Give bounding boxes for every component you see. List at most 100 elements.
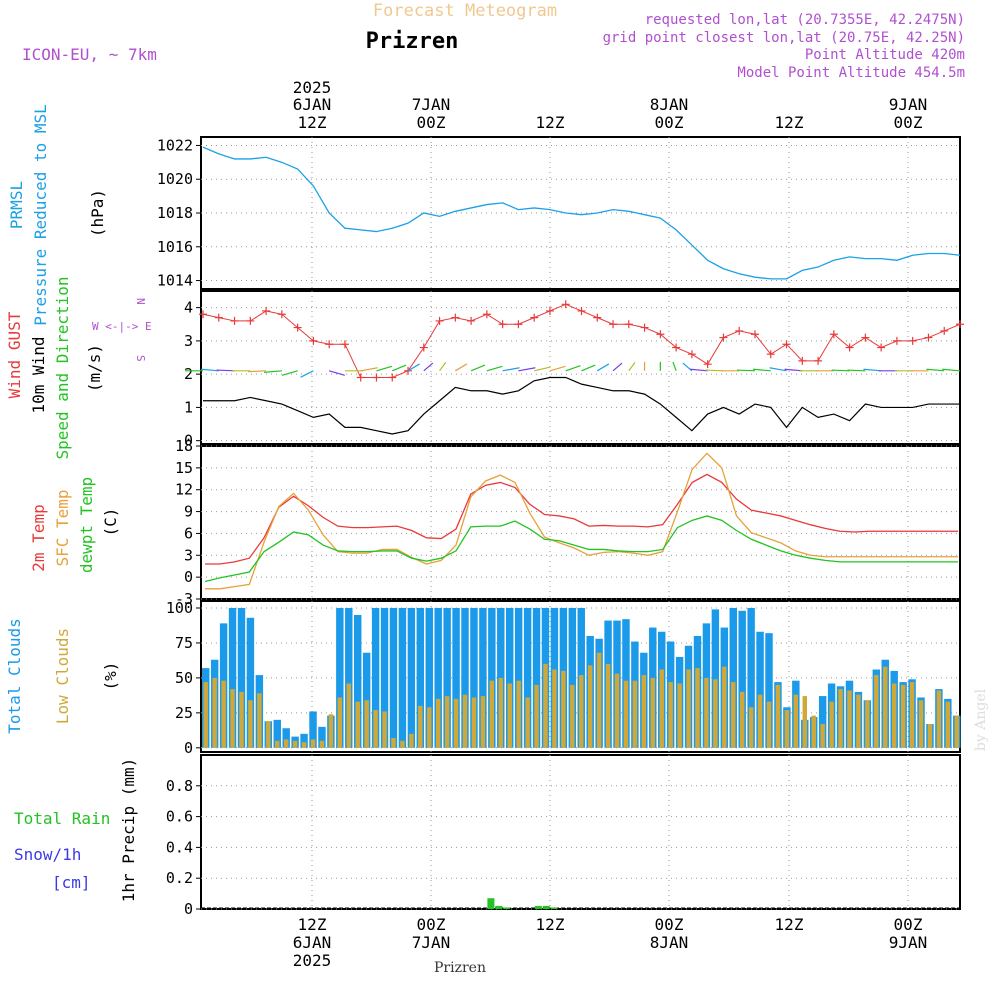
wind-arrow bbox=[248, 370, 267, 373]
low-cloud-bar bbox=[328, 714, 334, 748]
total-cloud-bar bbox=[273, 719, 281, 748]
gust-marker bbox=[814, 356, 823, 365]
low-cloud-bar bbox=[579, 675, 584, 748]
label-ms: (m/s) bbox=[85, 344, 104, 392]
panel-frame bbox=[200, 445, 961, 600]
gust-marker bbox=[199, 310, 207, 319]
bottom-time-label: 12Z bbox=[536, 915, 565, 934]
panel-5: 0 0.2 0.4 0.6 0.8 bbox=[166, 754, 961, 918]
y-tick-label: 6 bbox=[184, 524, 193, 542]
wind-arrow bbox=[689, 368, 708, 372]
bottom-time-text: 9JAN bbox=[889, 933, 928, 952]
wind-arrow bbox=[926, 368, 945, 372]
wind-arrow bbox=[769, 367, 787, 372]
wind-arrow bbox=[360, 367, 378, 372]
gust-marker bbox=[545, 306, 554, 315]
wind-arrow bbox=[596, 363, 610, 372]
low-cloud-bar bbox=[722, 666, 727, 748]
top-time-text: 12Z bbox=[775, 113, 804, 132]
top-time-text: 00Z bbox=[417, 113, 446, 132]
gust-marker bbox=[624, 320, 633, 329]
rain-bar bbox=[487, 898, 495, 909]
compass-south: S bbox=[134, 355, 147, 362]
y-tick-label: 1014 bbox=[157, 272, 193, 290]
y-tick-label: 25 bbox=[175, 704, 193, 722]
gust-marker bbox=[924, 333, 933, 342]
low-cloud-bar bbox=[900, 684, 906, 748]
y-tick-label: 0 bbox=[184, 432, 193, 450]
gridpoint-coords: grid point closest lon,lat (20.75E, 42.2… bbox=[603, 30, 965, 46]
wind-arrow bbox=[565, 365, 581, 372]
gust-marker bbox=[672, 343, 681, 352]
wind-arrow bbox=[281, 370, 298, 376]
panel-3: -3 0 3 6 9 12 15 18 bbox=[175, 437, 961, 608]
label-speed-direction: Speed and Direction bbox=[53, 276, 72, 459]
y-tick-label: 0 bbox=[184, 568, 193, 586]
bottom-time-text: 00Z bbox=[417, 915, 446, 934]
wind-arrow bbox=[300, 370, 314, 378]
total-cloud-bar bbox=[729, 607, 737, 748]
low-cloud-bar bbox=[918, 700, 924, 748]
wind-arrow bbox=[502, 367, 520, 372]
gust-marker bbox=[388, 373, 397, 382]
top-time-text: 12Z bbox=[298, 113, 327, 132]
panel-4: 0 25 50 75 100 bbox=[166, 599, 961, 757]
total-cloud-bar bbox=[380, 607, 389, 748]
gust-marker bbox=[577, 306, 586, 315]
wind-arrow bbox=[518, 367, 536, 372]
low-cloud-bar bbox=[552, 669, 557, 748]
gust-marker bbox=[530, 313, 539, 322]
wind-arrow bbox=[672, 361, 677, 372]
temp-line-2 bbox=[204, 515, 958, 583]
bottom-time-text: 12Z bbox=[536, 915, 565, 934]
label-pressure-reduced: Pressure Reduced to MSL bbox=[31, 104, 50, 326]
gust-marker bbox=[750, 330, 759, 339]
location-title: Prizren bbox=[366, 29, 459, 54]
wind-arrow bbox=[737, 369, 756, 372]
low-cloud-bar bbox=[891, 683, 897, 748]
low-cloud-bar bbox=[766, 701, 772, 748]
low-cloud-bar bbox=[802, 696, 807, 748]
low-cloud-bar bbox=[641, 675, 647, 748]
bottom-time-text: 8JAN bbox=[650, 933, 689, 952]
bottom-time-text: 6JAN bbox=[293, 933, 332, 952]
footer-location: Prizren bbox=[434, 960, 486, 976]
requested-coords: requested lon,lat (20.7355E, 42.2475N) bbox=[645, 12, 965, 28]
gust-marker bbox=[656, 330, 665, 339]
low-cloud-bar bbox=[713, 679, 718, 748]
gust-marker bbox=[372, 373, 381, 382]
bottom-time-label: 12Z bbox=[775, 915, 804, 934]
low-cloud-bar bbox=[489, 680, 495, 748]
y-tick-label: 15 bbox=[175, 459, 193, 477]
gust-marker bbox=[498, 320, 507, 329]
rain-bar bbox=[503, 907, 511, 909]
gust-marker bbox=[956, 320, 964, 329]
panel-2: 0 1 2 3 4 bbox=[184, 290, 961, 450]
y-tick-label: 12 bbox=[175, 481, 193, 499]
total-cloud-bar bbox=[309, 711, 317, 748]
rain-bar bbox=[495, 905, 503, 909]
total-cloud-bar bbox=[318, 726, 326, 748]
low-cloud-bar bbox=[623, 680, 629, 748]
top-time-label: 12Z bbox=[775, 113, 804, 132]
total-cloud-bar bbox=[818, 696, 827, 748]
top-time-text: 8JAN bbox=[650, 95, 689, 114]
y-tick-label: 1022 bbox=[157, 136, 193, 154]
low-cloud-bar bbox=[391, 738, 396, 748]
top-time-text: 00Z bbox=[655, 113, 684, 132]
top-time-text: 2025 bbox=[293, 78, 332, 97]
wind-arrow bbox=[831, 369, 850, 372]
label-hpa: (hPa) bbox=[88, 189, 107, 237]
low-cloud-bar bbox=[364, 700, 369, 748]
total-cloud-bar bbox=[747, 607, 755, 748]
total-cloud-bar bbox=[568, 607, 577, 748]
low-cloud-bar bbox=[310, 739, 316, 748]
total-cloud-bar bbox=[398, 607, 407, 748]
low-cloud-bar bbox=[865, 700, 870, 748]
low-cloud-bar bbox=[614, 673, 620, 748]
low-cloud-bar bbox=[534, 684, 539, 748]
low-cloud-bar bbox=[874, 675, 879, 748]
